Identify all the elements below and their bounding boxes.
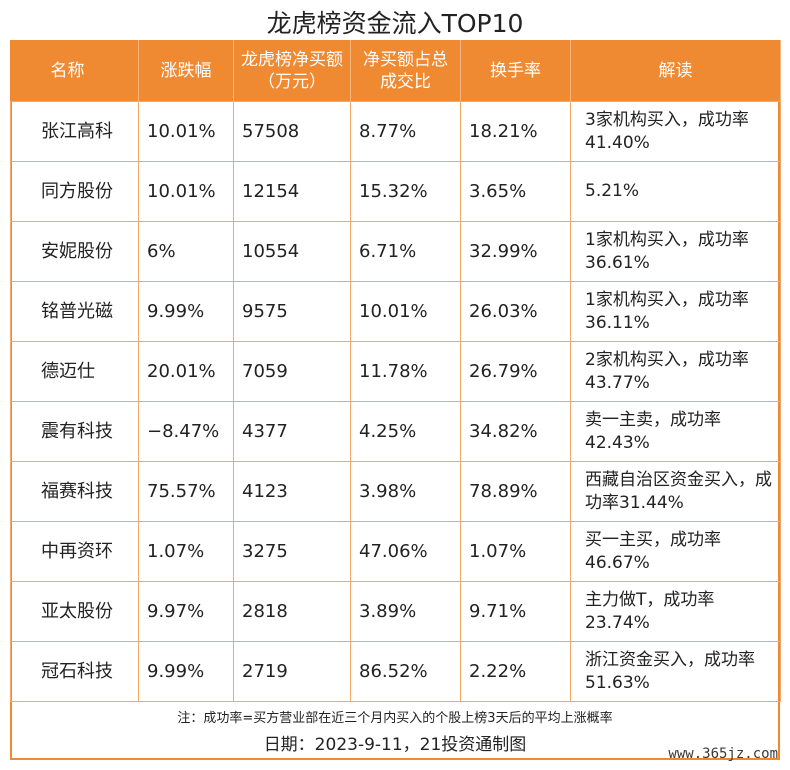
- table-row: 中再资环 1.07% 3275 47.06% 1.07% 买一主买，成功率46.67%: [10, 521, 781, 582]
- net-buy-cell: 4123: [233, 461, 351, 522]
- net-buy-cell: 10554: [233, 221, 351, 282]
- table-row: 冠石科技 9.99% 2719 86.52% 2.22% 浙江资金买入，成功率51.63%: [10, 641, 781, 702]
- stock-name: 震有科技: [10, 401, 139, 462]
- change-cell: 6%: [138, 221, 234, 282]
- table-row: 福赛科技 75.57% 4123 3.98% 78.89% 西藏自治区资金买入，成功率31…: [10, 461, 781, 522]
- table-row: 亚太股份 9.97% 2818 3.89% 9.71% 主力做T，成功率23.74%: [10, 581, 781, 642]
- stock-name: 冠石科技: [10, 641, 139, 702]
- turnover-cell: 26.03%: [460, 281, 571, 342]
- stock-name: 德迈仕: [10, 341, 139, 402]
- ratio-cell: 3.89%: [350, 581, 461, 642]
- net-buy-cell: 9575: [233, 281, 351, 342]
- change-cell: 75.57%: [138, 461, 234, 522]
- interpretation-cell: 主力做T，成功率23.74%: [570, 581, 781, 642]
- header-turnover: 换手率: [460, 40, 571, 102]
- stock-name: 安妮股份: [10, 221, 139, 282]
- turnover-cell: 9.71%: [460, 581, 571, 642]
- change-cell: −8.47%: [138, 401, 234, 462]
- net-buy-cell: 57508: [233, 101, 351, 162]
- ratio-cell: 10.01%: [350, 281, 461, 342]
- interpretation-cell: 浙江资金买入，成功率51.63%: [570, 641, 781, 702]
- turnover-cell: 3.65%: [460, 161, 571, 222]
- page-title: 龙虎榜资金流入TOP10: [266, 9, 524, 38]
- change-cell: 9.99%: [138, 281, 234, 342]
- ratio-cell: 4.25%: [350, 401, 461, 462]
- table-row: 同方股份 10.01% 12154 15.32% 3.65% 5.21%: [10, 161, 781, 222]
- turnover-cell: 32.99%: [460, 221, 571, 282]
- turnover-cell: 26.79%: [460, 341, 571, 402]
- net-buy-cell: 2818: [233, 581, 351, 642]
- table-row: 张江高科 10.01% 57508 8.77% 18.21% 3家机构买入，成功率41.4…: [10, 101, 781, 162]
- interpretation-cell: 2家机构买入，成功率43.77%: [570, 341, 781, 402]
- turnover-cell: 1.07%: [460, 521, 571, 582]
- turnover-cell: 34.82%: [460, 401, 571, 462]
- turnover-cell: 18.21%: [460, 101, 571, 162]
- ratio-cell: 6.71%: [350, 221, 461, 282]
- header-net-buy: 龙虎榜净买额（万元）: [233, 40, 351, 102]
- interpretation-cell: 西藏自治区资金买入，成功率31.44%: [570, 461, 781, 522]
- interpretation-cell: 1家机构买入，成功率36.11%: [570, 281, 781, 342]
- change-cell: 10.01%: [138, 161, 234, 222]
- interpretation-cell: 5.21%: [570, 161, 781, 222]
- stock-name: 同方股份: [10, 161, 139, 222]
- watermark: www.365jz.com: [668, 746, 778, 762]
- table-header-row: 名称 涨跌幅 龙虎榜净买额（万元） 净买额占总成交比 换手率 解读: [10, 40, 781, 102]
- table-row: 安妮股份 6% 10554 6.71% 32.99% 1家机构买入，成功率36.61%: [10, 221, 781, 282]
- net-buy-cell: 2719: [233, 641, 351, 702]
- net-buy-cell: 12154: [233, 161, 351, 222]
- footnote: 注：成功率=买方营业部在近三个月内买入的个股上榜3天后的平均上涨概率: [177, 711, 613, 726]
- net-buy-cell: 4377: [233, 401, 351, 462]
- stock-name: 张江高科: [10, 101, 139, 162]
- change-cell: 10.01%: [138, 101, 234, 162]
- change-cell: 1.07%: [138, 521, 234, 582]
- header-name: 名称: [10, 40, 139, 102]
- header-interpretation: 解读: [570, 40, 781, 102]
- stock-name: 中再资环: [10, 521, 139, 582]
- stock-name: 亚太股份: [10, 581, 139, 642]
- header-change: 涨跌幅: [138, 40, 234, 102]
- table-row: 铭普光磁 9.99% 9575 10.01% 26.03% 1家机构买入，成功率36.11…: [10, 281, 781, 342]
- net-buy-cell: 7059: [233, 341, 351, 402]
- table-row: 震有科技 −8.47% 4377 4.25% 34.82% 卖一主卖，成功率42.43%: [10, 401, 781, 462]
- interpretation-cell: 卖一主卖，成功率42.43%: [570, 401, 781, 462]
- interpretation-cell: 买一主买，成功率46.67%: [570, 521, 781, 582]
- change-cell: 20.01%: [138, 341, 234, 402]
- table-row: 德迈仕 20.01% 7059 11.78% 26.79% 2家机构买入，成功率43.77…: [10, 341, 781, 402]
- fund-inflow-table: 名称 涨跌幅 龙虎榜净买额（万元） 净买额占总成交比 换手率 解读 张江高科 10…: [10, 40, 781, 702]
- turnover-cell: 2.22%: [460, 641, 571, 702]
- net-buy-cell: 3275: [233, 521, 351, 582]
- ratio-cell: 3.98%: [350, 461, 461, 522]
- interpretation-cell: 3家机构买入，成功率41.40%: [570, 101, 781, 162]
- change-cell: 9.99%: [138, 641, 234, 702]
- stock-name: 福赛科技: [10, 461, 139, 522]
- date-caption: 日期：2023-9-11，21投资通制图: [263, 735, 527, 755]
- ratio-cell: 8.77%: [350, 101, 461, 162]
- ratio-cell: 47.06%: [350, 521, 461, 582]
- interpretation-cell: 1家机构买入，成功率36.61%: [570, 221, 781, 282]
- turnover-cell: 78.89%: [460, 461, 571, 522]
- change-cell: 9.97%: [138, 581, 234, 642]
- ratio-cell: 11.78%: [350, 341, 461, 402]
- ratio-cell: 86.52%: [350, 641, 461, 702]
- ratio-cell: 15.32%: [350, 161, 461, 222]
- header-ratio: 净买额占总成交比: [350, 40, 461, 102]
- stock-name: 铭普光磁: [10, 281, 139, 342]
